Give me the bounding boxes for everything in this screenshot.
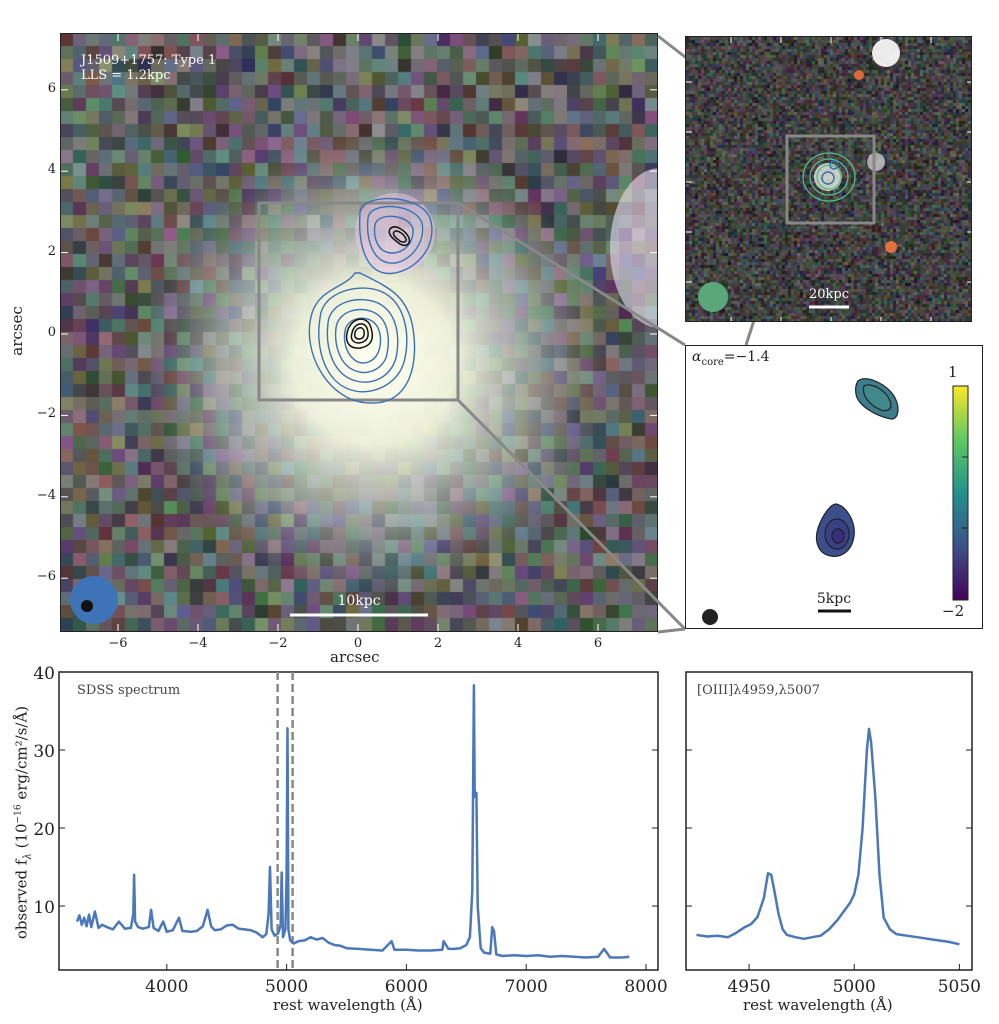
neighbor-source xyxy=(867,153,885,171)
spectral-index-panel: αcore=−1.4 5kpc 1 −2 xyxy=(685,345,983,629)
x-tick-label: −4 xyxy=(188,636,208,651)
ylabel-text: observed f xyxy=(12,859,31,940)
spectrum-line xyxy=(696,727,960,946)
optical-inset-overlay xyxy=(686,37,971,321)
axis-ticks xyxy=(60,33,658,632)
bright-star xyxy=(872,39,900,67)
radio-contours-blue xyxy=(308,197,433,404)
plot-frame xyxy=(58,671,659,971)
radio-contours-small xyxy=(821,160,839,185)
y-tick-label: −6 xyxy=(36,569,56,585)
optical-inset-panel: 20kpc xyxy=(685,36,972,322)
x-tick-label: 2 xyxy=(433,636,443,651)
sdss-xlabel: rest wavelength (Å) xyxy=(273,996,423,1014)
spectrum-line xyxy=(75,684,630,959)
y-tick-label: 6 xyxy=(47,80,56,96)
optical-contours xyxy=(802,152,856,202)
beam-ellipse xyxy=(702,609,718,625)
north-lobe-contour xyxy=(862,384,892,412)
alpha-subscript: core xyxy=(701,356,724,368)
source-label: J1509+1757: Type 1 LLS = 1.2kpc xyxy=(81,53,216,83)
y-tick-label: 2 xyxy=(47,243,56,259)
sdss-spectrum-plot: 4000 5000 6000 7000 8000 10 20 30 40 xyxy=(33,664,667,997)
alpha-core-label: αcore=−1.4 xyxy=(692,349,770,368)
beam-ellipse xyxy=(70,576,118,624)
x-tick-label: 5000 xyxy=(833,977,876,997)
ylabel-sub: λ xyxy=(22,853,34,860)
ylabel-exp: −16 xyxy=(13,804,24,824)
x-tick-label: 8000 xyxy=(624,977,667,997)
x-tick-label: 4 xyxy=(513,636,523,651)
axis-ticks xyxy=(686,37,971,321)
beam-ellipse xyxy=(698,282,728,312)
sdss-title: SDSS spectrum xyxy=(77,683,181,698)
ylabel-units: (10 xyxy=(12,823,31,854)
x-tick-label: 5000 xyxy=(265,977,308,997)
scalebar-label: 20kpc xyxy=(808,287,850,302)
alpha-value: =−1.4 xyxy=(723,349,770,365)
main-image-overlay xyxy=(60,33,658,632)
x-tick-label: 6 xyxy=(593,636,603,651)
sdss-ylabel: observed fλ (10−16 erg/cm²/s/Å) xyxy=(13,658,34,988)
scalebar-label: 10kpc xyxy=(337,593,381,609)
main-xlabel: arcsec xyxy=(330,648,380,666)
scalebar-label: 5kpc xyxy=(816,591,852,607)
x-tick-label: 4950 xyxy=(727,977,770,997)
y-tick-label: 30 xyxy=(33,742,55,762)
x-tick-label: 0 xyxy=(353,636,363,651)
y-tick-label: 10 xyxy=(33,898,55,918)
y-tick-label: 20 xyxy=(33,820,55,840)
x-tick-label: 5050 xyxy=(938,977,981,997)
main-image-panel: J1509+1757: Type 1 LLS = 1.2kpc 10kpc xyxy=(60,33,658,632)
target-galaxy xyxy=(814,163,842,191)
colorbar xyxy=(952,385,969,601)
x-tick-label: −2 xyxy=(268,636,288,651)
x-tick-label: 4000 xyxy=(145,977,188,997)
spectral-index-map xyxy=(702,378,969,625)
zoom-box-small xyxy=(785,134,876,225)
plot-frame xyxy=(685,671,973,971)
x-tick-label: 6000 xyxy=(385,977,428,997)
core-contour-inner xyxy=(831,528,845,544)
oiii-xlabel: rest wavelength (Å) xyxy=(743,996,893,1014)
oiii-title-text: [OIII]λ4959,λ5007 xyxy=(697,683,820,698)
oiii-spectrum-plot: 4950 5000 5050 xyxy=(685,671,981,997)
y-tick-label: 40 xyxy=(33,664,55,684)
x-tick-label: 7000 xyxy=(505,977,548,997)
colorbar-max-label: 1 xyxy=(948,363,958,381)
x-tick-label: −6 xyxy=(108,636,128,651)
beam-inner xyxy=(81,600,93,612)
oiii-title: [OIII]λ4959,λ5007 xyxy=(697,683,820,698)
neighbor-glow xyxy=(610,168,658,328)
y-tick-label: −4 xyxy=(36,487,56,503)
radio-contours-black xyxy=(345,226,411,349)
red-source xyxy=(885,241,897,253)
source-name: J1509+1757: Type 1 xyxy=(81,53,217,68)
y-tick-label: 4 xyxy=(47,162,56,178)
alpha-symbol: α xyxy=(692,349,702,365)
colorbar-min-label: −2 xyxy=(942,602,965,620)
y-tick-label: −2 xyxy=(36,406,56,422)
lls-value: LLS = 1.2kpc xyxy=(81,68,171,83)
y-tick-label: 0 xyxy=(47,325,56,340)
red-source xyxy=(854,70,864,80)
ylabel-units2: erg/cm²/s/Å) xyxy=(12,705,31,805)
zoom-box xyxy=(257,201,460,402)
